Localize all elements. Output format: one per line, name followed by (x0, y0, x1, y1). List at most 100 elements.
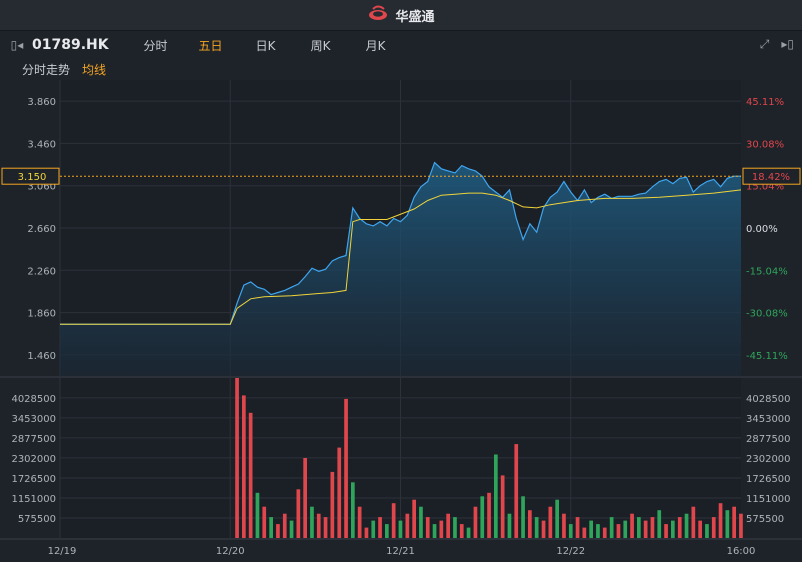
volume-bar (711, 517, 716, 538)
tab-monthly-k[interactable]: 月K (365, 38, 386, 53)
tab-weekly-k[interactable]: 周K (310, 38, 331, 53)
volume-bar (412, 499, 416, 538)
volume-bar (385, 524, 389, 538)
pct-axis-tick: 30.08% (746, 139, 784, 150)
volume-bar (351, 482, 355, 538)
volume-axis-tick-right: 1151000 (746, 494, 791, 505)
volume-bar (248, 412, 253, 538)
volume-axis-tick-left: 3453000 (11, 414, 56, 425)
volume-bar (235, 378, 239, 538)
volume-bar (562, 513, 566, 538)
volume-bar (255, 492, 260, 538)
x-axis-tick: 12/20 (216, 546, 245, 557)
price-axis-tick: 3.860 (27, 97, 56, 108)
volume-bar (466, 527, 471, 538)
expand-panel-icon[interactable]: ▸▯ (781, 37, 794, 51)
chart-subbar: 分时走势 均线 (0, 59, 802, 80)
chart-mode-label[interactable]: 分时走势 (22, 63, 71, 77)
volume-bar (541, 520, 546, 538)
volume-axis-tick-left: 4028500 (11, 394, 56, 405)
current-pct-box (742, 167, 801, 185)
volume-bar (507, 513, 512, 538)
volume-bar (582, 527, 587, 538)
volume-axis-tick-left: 2302000 (11, 454, 56, 465)
volume-bar (602, 527, 607, 538)
x-axis-tick: 16:00 (727, 546, 756, 557)
price-axis-tick: 2.660 (27, 224, 56, 235)
volume-bar (405, 513, 410, 538)
volume-bar (596, 524, 600, 538)
volume-bar (276, 524, 280, 538)
volume-bar (705, 524, 709, 538)
price-axis-tick: 1.860 (27, 309, 56, 320)
volume-bar (323, 517, 328, 538)
volume-bar (364, 527, 369, 538)
app-title: 华盛通 (395, 9, 435, 25)
volume-bar (330, 471, 335, 538)
volume-bar (528, 510, 532, 538)
price-axis-tick: 2.260 (27, 266, 56, 277)
volume-bar (609, 517, 614, 538)
volume-bar (677, 517, 682, 538)
volume-bar (439, 520, 444, 538)
price-axis-tick: 1.460 (27, 351, 56, 362)
pct-axis-tick: -30.08% (746, 309, 788, 320)
volume-bar (616, 524, 621, 538)
indicator-label[interactable]: 均线 (82, 63, 107, 77)
volume-bar (650, 517, 655, 538)
volume-bar (378, 517, 382, 538)
volume-bar (262, 506, 267, 538)
volume-bar (643, 520, 648, 538)
price-axis-tick: 3.060 (27, 182, 56, 193)
volume-bar (494, 454, 498, 538)
pct-axis-tick: -45.11% (746, 351, 788, 362)
volume-bar (548, 506, 553, 538)
volume-bar (242, 395, 246, 538)
volume-bar (371, 520, 376, 538)
huasheng-logo-icon (367, 5, 389, 25)
volume-bar (398, 520, 403, 538)
volume-bar (664, 524, 668, 538)
x-axis-tick: 12/21 (386, 546, 415, 557)
volume-bar (344, 398, 348, 538)
stock-symbol: 01789.HK (32, 37, 109, 53)
volume-bar (391, 503, 396, 538)
volume-bar (555, 499, 559, 538)
volume-bar (480, 496, 485, 538)
volume-axis-tick-right: 1726500 (746, 474, 791, 485)
volume-bar (691, 506, 696, 538)
volume-axis-tick-left: 2877500 (11, 434, 56, 445)
volume-bar (521, 496, 525, 538)
volume-bar (310, 506, 314, 538)
volume-bar (487, 492, 491, 538)
volume-bar (473, 506, 478, 538)
volume-bar (684, 513, 689, 538)
current-pct-label: 18.42% (752, 172, 790, 183)
volume-bar (432, 524, 437, 538)
volume-axis-tick-right: 3453000 (746, 414, 791, 425)
volume-bar (589, 520, 593, 538)
volume-bar (316, 513, 321, 538)
volume-bar (575, 517, 580, 538)
volume-axis-tick-left: 1151000 (11, 494, 56, 505)
volume-bar (453, 517, 457, 538)
volume-bar (657, 510, 662, 538)
x-axis-tick: 12/22 (556, 546, 585, 557)
volume-bar (671, 520, 675, 538)
volume-bar (534, 517, 539, 538)
volume-axis-tick-left: 575500 (18, 514, 56, 525)
fullscreen-icon[interactable]: ⤢ (759, 37, 770, 51)
collapse-icon[interactable]: ▯◂ (10, 38, 24, 52)
volume-bar (568, 524, 573, 538)
toolbar: ▯◂ 01789.HK 分时 五日 日K 周K 月K ⤢ ▸▯ (0, 31, 802, 59)
current-price-label: 3.150 (18, 172, 47, 183)
pct-axis-tick: 0.00% (746, 224, 778, 235)
volume-bar (337, 447, 342, 538)
five-day-chart: 3.860 45.11% 3.460 30.08% 3.060 15.04% 2.660 0.… (0, 80, 802, 557)
volume-bar (623, 520, 628, 538)
volume-bar (425, 517, 430, 538)
tab-daily-k[interactable]: 日K (255, 38, 276, 53)
volume-bar (419, 506, 423, 538)
tab-five-day[interactable]: 五日 (198, 38, 223, 53)
tab-intraday[interactable]: 分时 (143, 38, 168, 53)
